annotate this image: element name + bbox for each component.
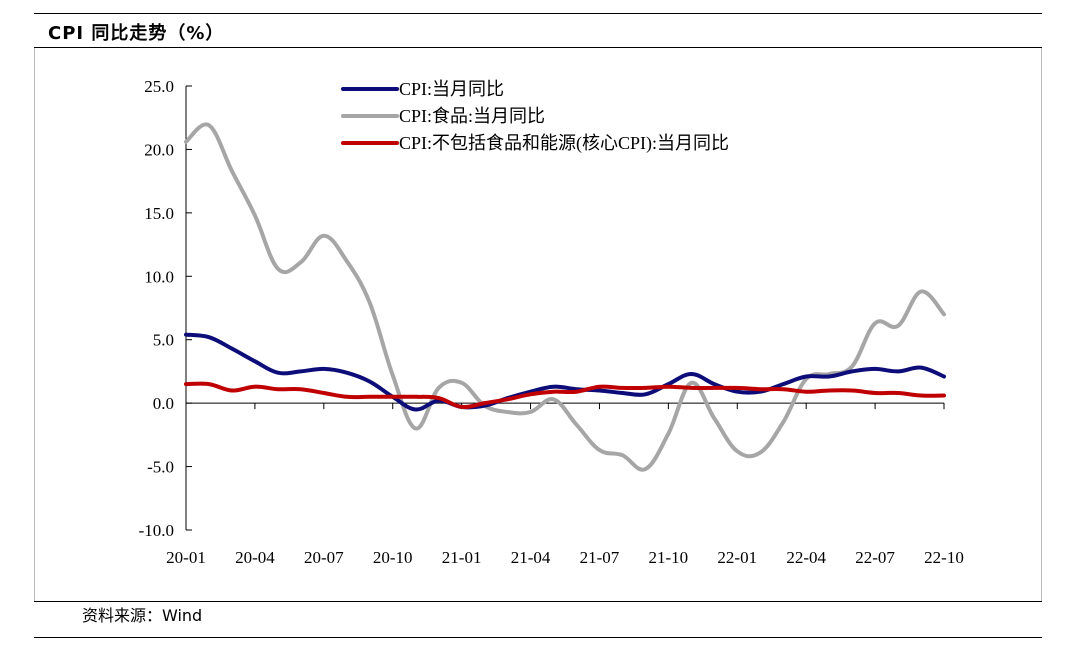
top-border <box>34 13 1042 14</box>
legend-label: CPI:当月同比 <box>399 79 504 99</box>
left-border <box>34 48 35 602</box>
title-divider <box>34 47 1042 48</box>
y-tick-label: 10.0 <box>144 267 174 286</box>
y-tick-label: 15.0 <box>144 204 174 223</box>
y-tick-label: 5.0 <box>153 331 174 350</box>
source-note: 资料来源：Wind <box>82 606 203 625</box>
legend-label: CPI:食品:当月同比 <box>399 106 545 126</box>
x-tick-label: 20-10 <box>373 548 413 567</box>
series-cpi-yoy <box>184 332 946 412</box>
legend: CPI:当月同比 CPI:食品:当月同比 CPI:不包括食品和能源(核心CPI):当… <box>341 79 729 154</box>
y-tick-label: 20.0 <box>144 140 174 159</box>
series-food-cpi-yoy <box>184 122 946 472</box>
x-tick-label: 21-07 <box>580 548 620 567</box>
right-border <box>1041 48 1042 602</box>
legend-label: CPI:不包括食品和能源(核心CPI):当月同比 <box>399 133 729 154</box>
x-tick-label: 22-10 <box>924 548 964 567</box>
y-tick-label: -5.0 <box>147 458 174 477</box>
x-tick-label: 22-07 <box>855 548 895 567</box>
x-tick-label: 22-04 <box>786 548 826 567</box>
x-tick-label: 21-01 <box>442 548 482 567</box>
series-layer <box>184 122 946 472</box>
x-tick-label: 21-10 <box>649 548 689 567</box>
axes: 25.0 20.0 15.0 10.0 5.0 0.0 -5.0 -10.0 20-01 20-0… <box>139 77 964 567</box>
chart-frame: CPI 同比走势（%） 资料来源：Wind <box>34 13 1042 639</box>
x-tick-label: 22-01 <box>717 548 757 567</box>
y-tick-label: 0.0 <box>153 394 174 413</box>
x-tick-label: 20-01 <box>166 548 206 567</box>
chart-title: CPI 同比走势（%） <box>48 23 225 44</box>
title-bar: CPI 同比走势（%） <box>34 14 1042 46</box>
source-divider <box>34 601 1042 602</box>
x-tick-label: 20-07 <box>304 548 344 567</box>
series-core-cpi-yoy <box>184 381 946 410</box>
x-tick-label: 20-04 <box>235 548 275 567</box>
y-tick-label: -10.0 <box>139 521 174 540</box>
bottom-border <box>34 637 1042 638</box>
x-tick-label: 21-04 <box>511 548 551 567</box>
y-tick-label: 25.0 <box>144 77 174 96</box>
